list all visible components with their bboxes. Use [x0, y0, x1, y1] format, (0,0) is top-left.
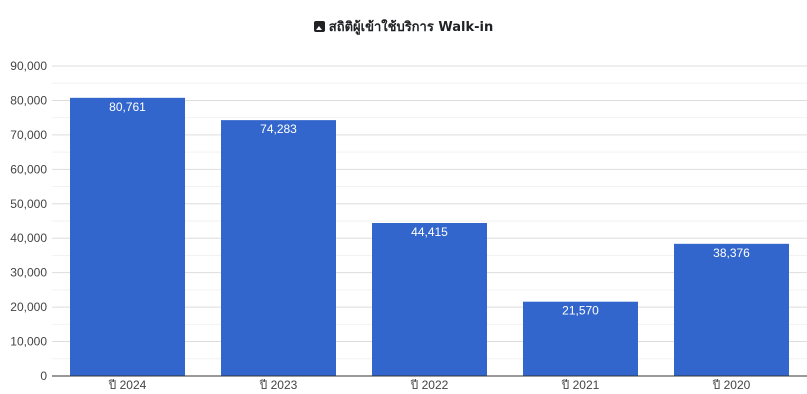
chart-title-wrap: สถิติผู้เข้าใช้บริการ Walk-in	[0, 16, 807, 37]
x-tick-label: ปี 2023	[259, 378, 298, 392]
y-tick-label: 50,000	[10, 197, 47, 211]
data-label: 38,376	[713, 246, 750, 260]
data-label: 80,761	[109, 100, 146, 114]
x-tick-label: ปี 2020	[712, 378, 751, 392]
data-label: 21,570	[562, 304, 599, 318]
y-tick-label: 10,000	[10, 335, 47, 349]
bar	[221, 120, 336, 377]
x-tick-label: ปี 2022	[410, 378, 449, 392]
y-tick-label: 80,000	[10, 93, 47, 107]
y-tick-label: 20,000	[10, 300, 47, 314]
bar	[523, 301, 638, 376]
data-label: 44,415	[411, 225, 448, 239]
y-tick-label: 70,000	[10, 128, 47, 142]
x-tick-label: ปี 2024	[108, 378, 147, 392]
y-tick-label: 90,000	[10, 59, 47, 73]
image-icon	[313, 21, 325, 32]
y-tick-label: 40,000	[10, 231, 47, 245]
y-tick-label: 30,000	[10, 266, 47, 280]
y-tick-label: 0	[40, 369, 47, 383]
data-label: 74,283	[260, 122, 297, 136]
x-tick-label: ปี 2021	[561, 378, 600, 392]
bar	[70, 97, 185, 377]
chart-title: สถิติผู้เข้าใช้บริการ Walk-in	[328, 20, 494, 35]
bar	[372, 223, 487, 376]
bar	[674, 243, 789, 376]
y-tick-label: 60,000	[10, 162, 47, 176]
